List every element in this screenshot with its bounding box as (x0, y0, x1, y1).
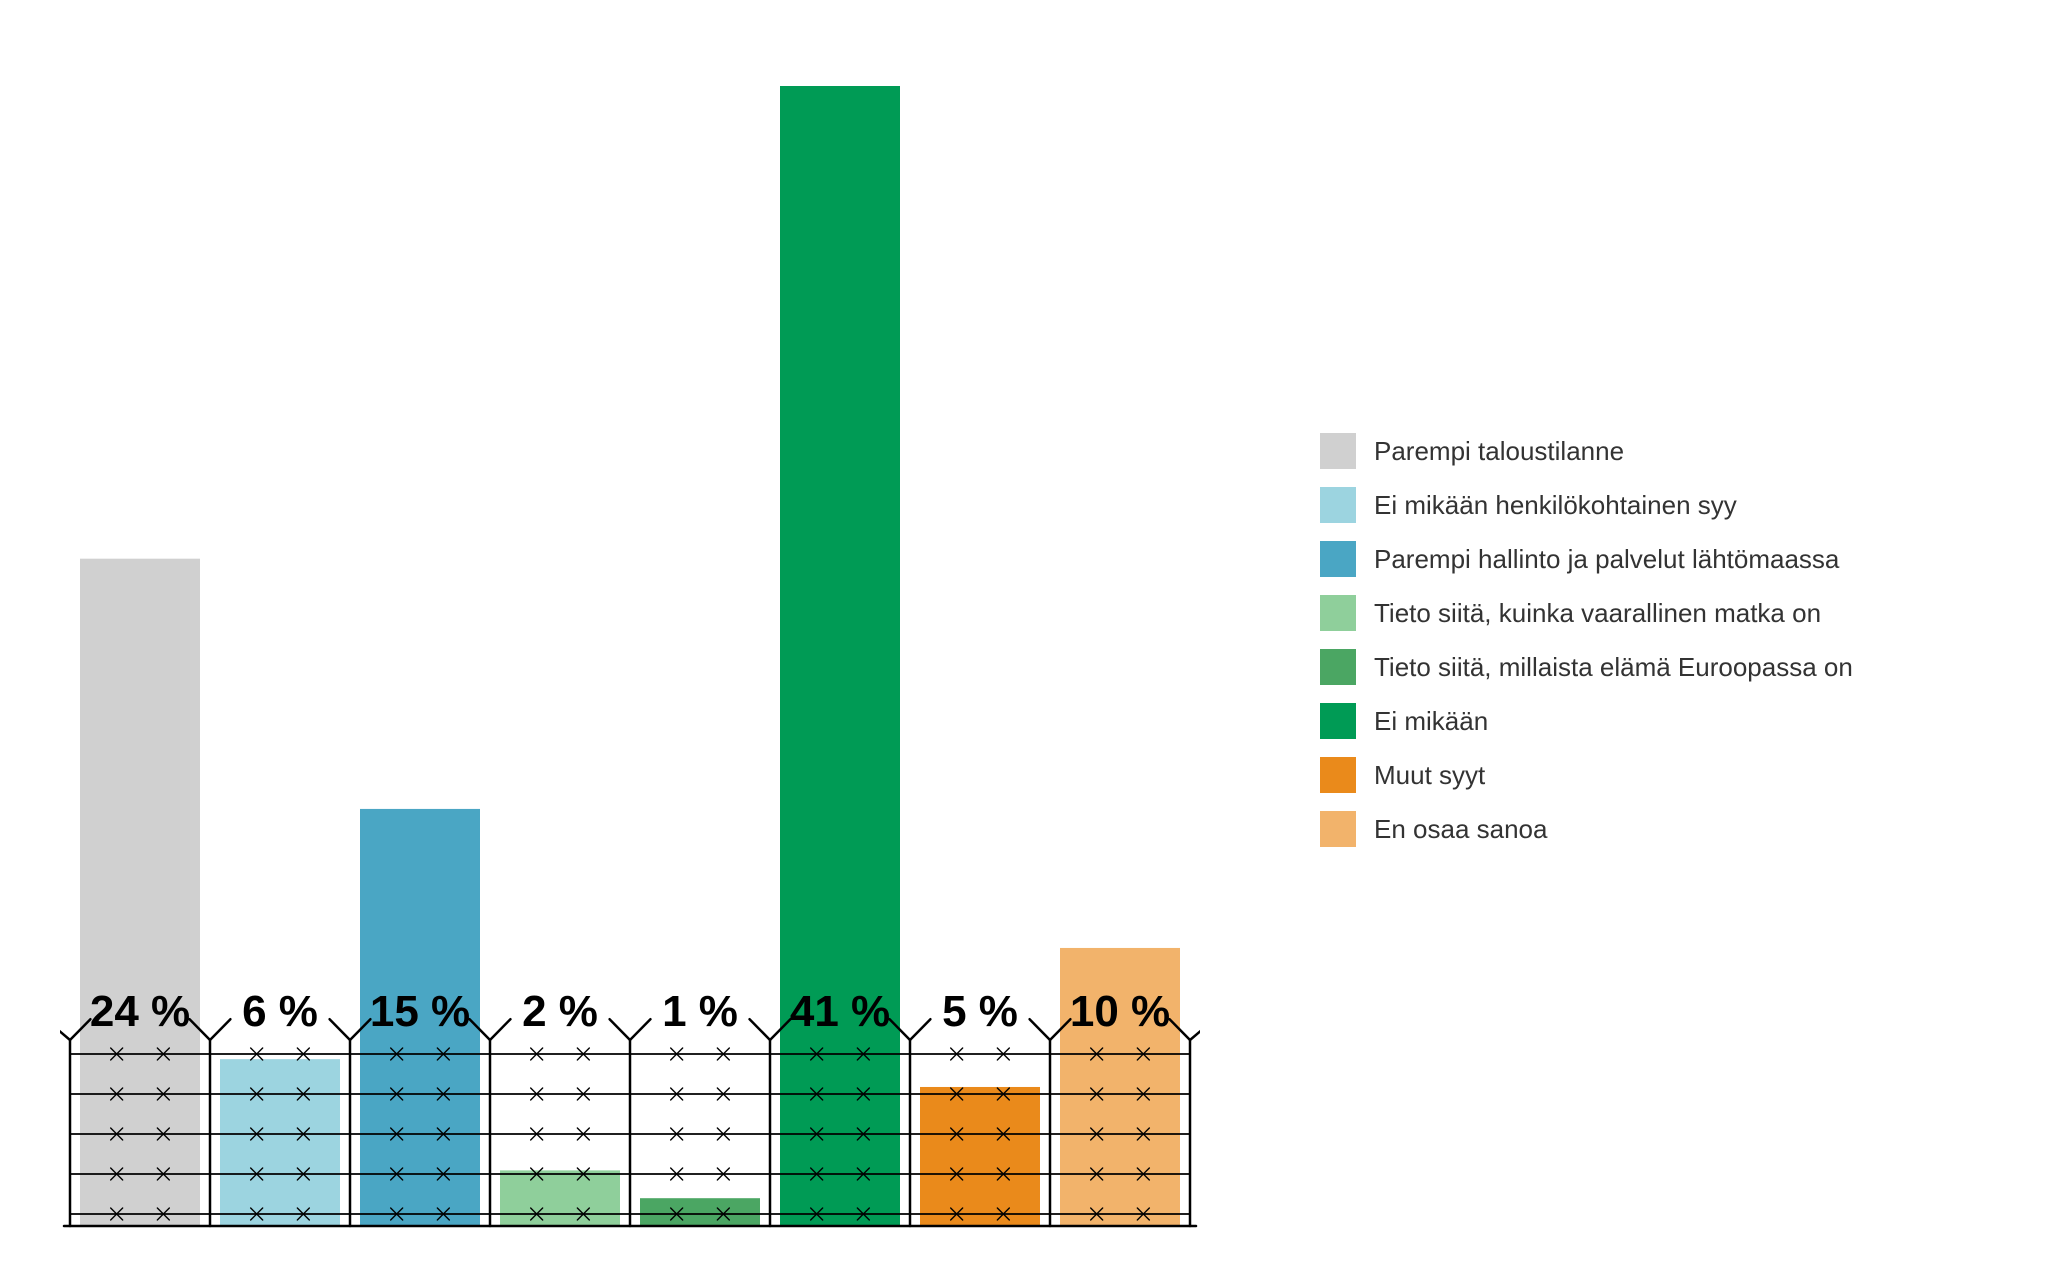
legend-swatch (1320, 595, 1356, 631)
legend-swatch (1320, 703, 1356, 739)
legend-item: En osaa sanoa (1320, 811, 1853, 847)
bar (500, 1170, 620, 1226)
bar-value-label: 10 % (1070, 987, 1170, 1036)
legend-item: Muut syyt (1320, 757, 1853, 793)
legend-item: Ei mikään henkilökohtainen syy (1320, 487, 1853, 523)
legend-label: Tieto siitä, millaista elämä Euroopassa … (1374, 652, 1853, 683)
bar-value-label: 2 % (522, 987, 598, 1036)
chart-svg: 24 % 6 % 15 % 2 % 1 % 41 % 5 % 10 % (60, 50, 1200, 1230)
legend-label: En osaa sanoa (1374, 814, 1547, 845)
legend-item: Ei mikään (1320, 703, 1853, 739)
chart-legend: Parempi taloustilanne Ei mikään henkilöko… (1320, 433, 1853, 847)
legend-swatch (1320, 757, 1356, 793)
bar (780, 86, 900, 1226)
legend-swatch (1320, 433, 1356, 469)
bar-value-label: 15 % (370, 987, 470, 1036)
bar (920, 1087, 1040, 1226)
legend-item: Tieto siitä, kuinka vaarallinen matka on (1320, 595, 1853, 631)
legend-swatch (1320, 811, 1356, 847)
legend-label: Parempi hallinto ja palvelut lähtömaassa (1374, 544, 1839, 575)
bar-value-label: 5 % (942, 987, 1018, 1036)
bar-value-label: 24 % (90, 987, 190, 1036)
legend-swatch (1320, 541, 1356, 577)
legend-label: Parempi taloustilanne (1374, 436, 1624, 467)
legend-label: Ei mikään henkilökohtainen syy (1374, 490, 1737, 521)
legend-label: Ei mikään (1374, 706, 1488, 737)
bar-chart: 24 % 6 % 15 % 2 % 1 % 41 % 5 % 10 % (60, 50, 1200, 1230)
bar (220, 1059, 340, 1226)
bar-value-label: 41 % (790, 987, 890, 1036)
bar (80, 559, 200, 1226)
bar-value-label: 6 % (242, 987, 318, 1036)
legend-swatch (1320, 487, 1356, 523)
bar (640, 1198, 760, 1226)
legend-label: Tieto siitä, kuinka vaarallinen matka on (1374, 598, 1821, 629)
bar-value-label: 1 % (662, 987, 738, 1036)
legend-label: Muut syyt (1374, 760, 1485, 791)
legend-item: Tieto siitä, millaista elämä Euroopassa … (1320, 649, 1853, 685)
legend-item: Parempi hallinto ja palvelut lähtömaassa (1320, 541, 1853, 577)
legend-item: Parempi taloustilanne (1320, 433, 1853, 469)
legend-swatch (1320, 649, 1356, 685)
